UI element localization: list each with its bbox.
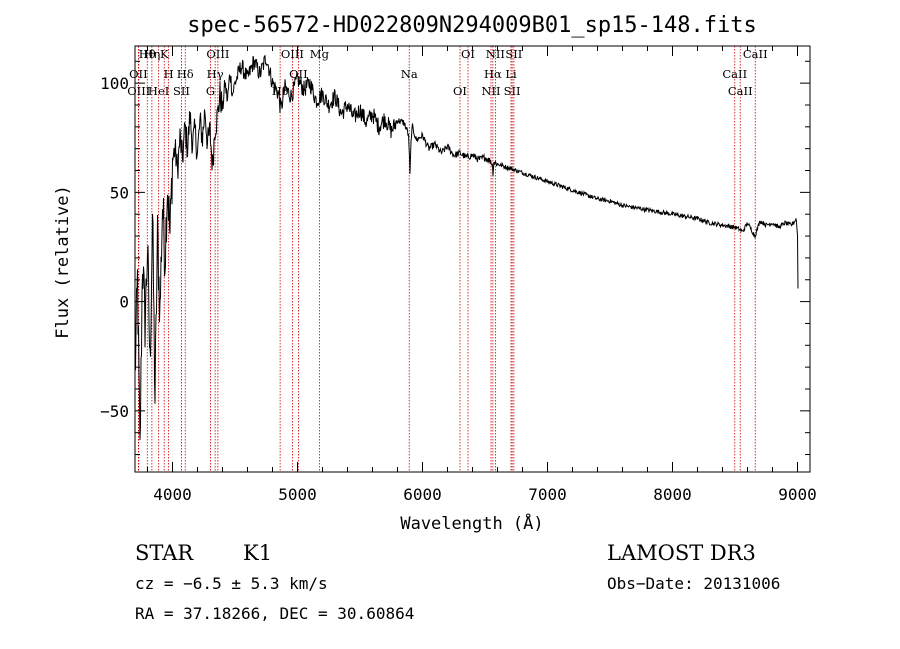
x-tick-label: 5000 [278,485,317,504]
y-tick-label: 100 [100,74,129,93]
x-tick-label: 6000 [403,485,442,504]
y-tick-label: 0 [119,293,129,312]
x-tick-label: 7000 [528,485,567,504]
line-label: H [164,67,174,81]
line-label: OI [461,47,475,61]
line-label: OI [453,84,467,98]
x-axis-ticks: 4000 5000 6000 7000 8000 9000 [147,46,817,504]
line-label: OIII [206,47,229,61]
plot-frame [134,45,811,473]
line-label: CaII [722,67,747,81]
object-class: STAR [135,541,194,565]
survey-name: LAMOST DR3 [607,541,756,565]
line-label: Hη [143,47,160,61]
line-label: Hα [484,67,502,81]
line-label: HeI [148,84,169,98]
line-label: OIII [281,47,304,61]
line-label: SII [504,84,521,98]
line-label: SII [505,47,522,61]
x-tick-label: 4000 [153,485,192,504]
x-tick-label: 9000 [778,485,817,504]
line-label: G [206,84,215,98]
line-label: Na [401,67,418,81]
emission-line-labels: HθOIIOIIIKHHeIHηHδSIIOIIIHγGOIIIOIIHβMgN… [127,47,767,98]
line-label: CaII [728,84,753,98]
y-axis-label: Flux (relative) [53,185,73,339]
line-label: OIII [127,84,150,98]
y-tick-label: −50 [100,402,129,421]
flux-series-line [134,54,799,440]
line-label: Hθ [139,47,156,61]
line-label: SII [173,84,190,98]
x-tick-label: 8000 [653,485,692,504]
y-tick-label: 50 [110,183,129,202]
emission-line-markers [137,46,756,472]
line-label: OII [289,67,308,81]
observation-date: Obs−Date: 20131006 [607,574,780,593]
line-label: K [160,47,169,61]
line-label: Hδ [177,67,194,81]
line-label: OII [129,67,148,81]
y-axis-ticks: −50 0 50 100 [100,60,810,456]
line-label: NII [481,84,500,98]
line-label: NII [486,47,505,61]
ra-dec-coordinates: RA = 37.18266, DEC = 30.60864 [135,604,414,623]
object-subclass: K1 [243,541,272,565]
x-axis-label: Wavelength (Å) [400,512,543,534]
redshift-velocity: cz = −6.5 ± 5.3 km/s [135,574,328,593]
line-label: Li [505,67,517,81]
line-label: CaII [743,47,768,61]
line-label: Hγ [207,67,224,81]
line-label: Mg [310,47,330,61]
chart-title: spec-56572-HD022809N294009B01_sp15-148.f… [187,13,757,38]
